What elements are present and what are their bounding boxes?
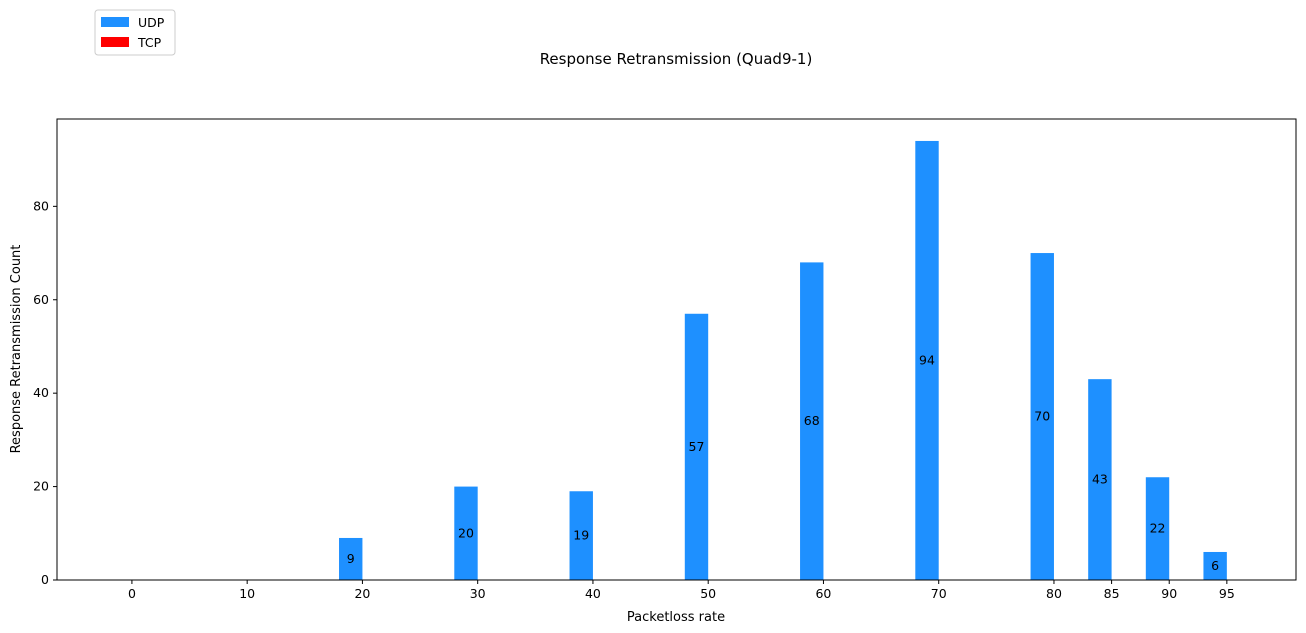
x-tick-label: 40 xyxy=(585,586,601,601)
bar-udp xyxy=(1088,379,1112,580)
bar-udp xyxy=(915,140,939,580)
x-tick-label: 30 xyxy=(470,586,486,601)
x-tick-label: 70 xyxy=(931,586,947,601)
x-tick-label: 50 xyxy=(700,586,716,601)
y-tick-label: 80 xyxy=(33,198,49,213)
plot-frame xyxy=(56,118,1297,581)
legend-swatch-udp xyxy=(101,17,129,27)
bar-udp xyxy=(339,537,363,580)
legend-label-udp: UDP xyxy=(138,15,165,30)
x-tick-label: 85 xyxy=(1104,586,1120,601)
legend: UDP TCP xyxy=(94,9,176,56)
x-tick-label: 80 xyxy=(1046,586,1062,601)
bar-label-udp: 22 xyxy=(1150,521,1166,536)
x-tick-label: 10 xyxy=(239,586,255,601)
legend-label-tcp: TCP xyxy=(137,35,162,50)
y-tick-label: 60 xyxy=(33,292,49,307)
x-tick-label: 90 xyxy=(1161,586,1177,601)
x-axis-label: Packetloss rate xyxy=(627,610,725,625)
bar-label-udp: 94 xyxy=(919,352,935,367)
legend-swatch-tcp xyxy=(101,37,129,47)
y-tick-label: 40 xyxy=(33,385,49,400)
chart-title: Response Retransmission (Quad9-1) xyxy=(540,50,813,68)
plot-area: 0 20 40 60 80 0 10 20 30 40 50 60 70 80 85 90 95 9 20 19 57 6… xyxy=(33,140,1235,601)
bar-label-udp: 6 xyxy=(1211,558,1219,573)
x-tick-label: 95 xyxy=(1219,586,1235,601)
y-tick-label: 20 xyxy=(33,479,49,494)
bar-udp xyxy=(454,486,478,580)
y-axis-label: Response Retransmission Count xyxy=(9,245,24,454)
bar-label-udp: 43 xyxy=(1092,472,1108,487)
bar-udp xyxy=(1203,551,1227,580)
x-tick-label: 60 xyxy=(815,586,831,601)
bar-label-udp: 9 xyxy=(347,551,355,566)
x-tick-label: 0 xyxy=(128,586,136,601)
y-tick-label: 0 xyxy=(41,572,49,587)
bar-label-udp: 20 xyxy=(458,525,474,540)
bar-label-udp: 19 xyxy=(573,528,589,543)
bar-udp xyxy=(800,262,824,580)
bar-udp xyxy=(569,491,593,580)
bar-label-udp: 70 xyxy=(1034,409,1050,424)
bar-label-udp: 68 xyxy=(804,413,820,428)
bar-label-udp: 57 xyxy=(689,439,705,454)
x-tick-label: 20 xyxy=(354,586,370,601)
bar-udp xyxy=(1030,253,1054,580)
bar-udp xyxy=(684,313,709,580)
bar-udp xyxy=(1145,477,1170,580)
